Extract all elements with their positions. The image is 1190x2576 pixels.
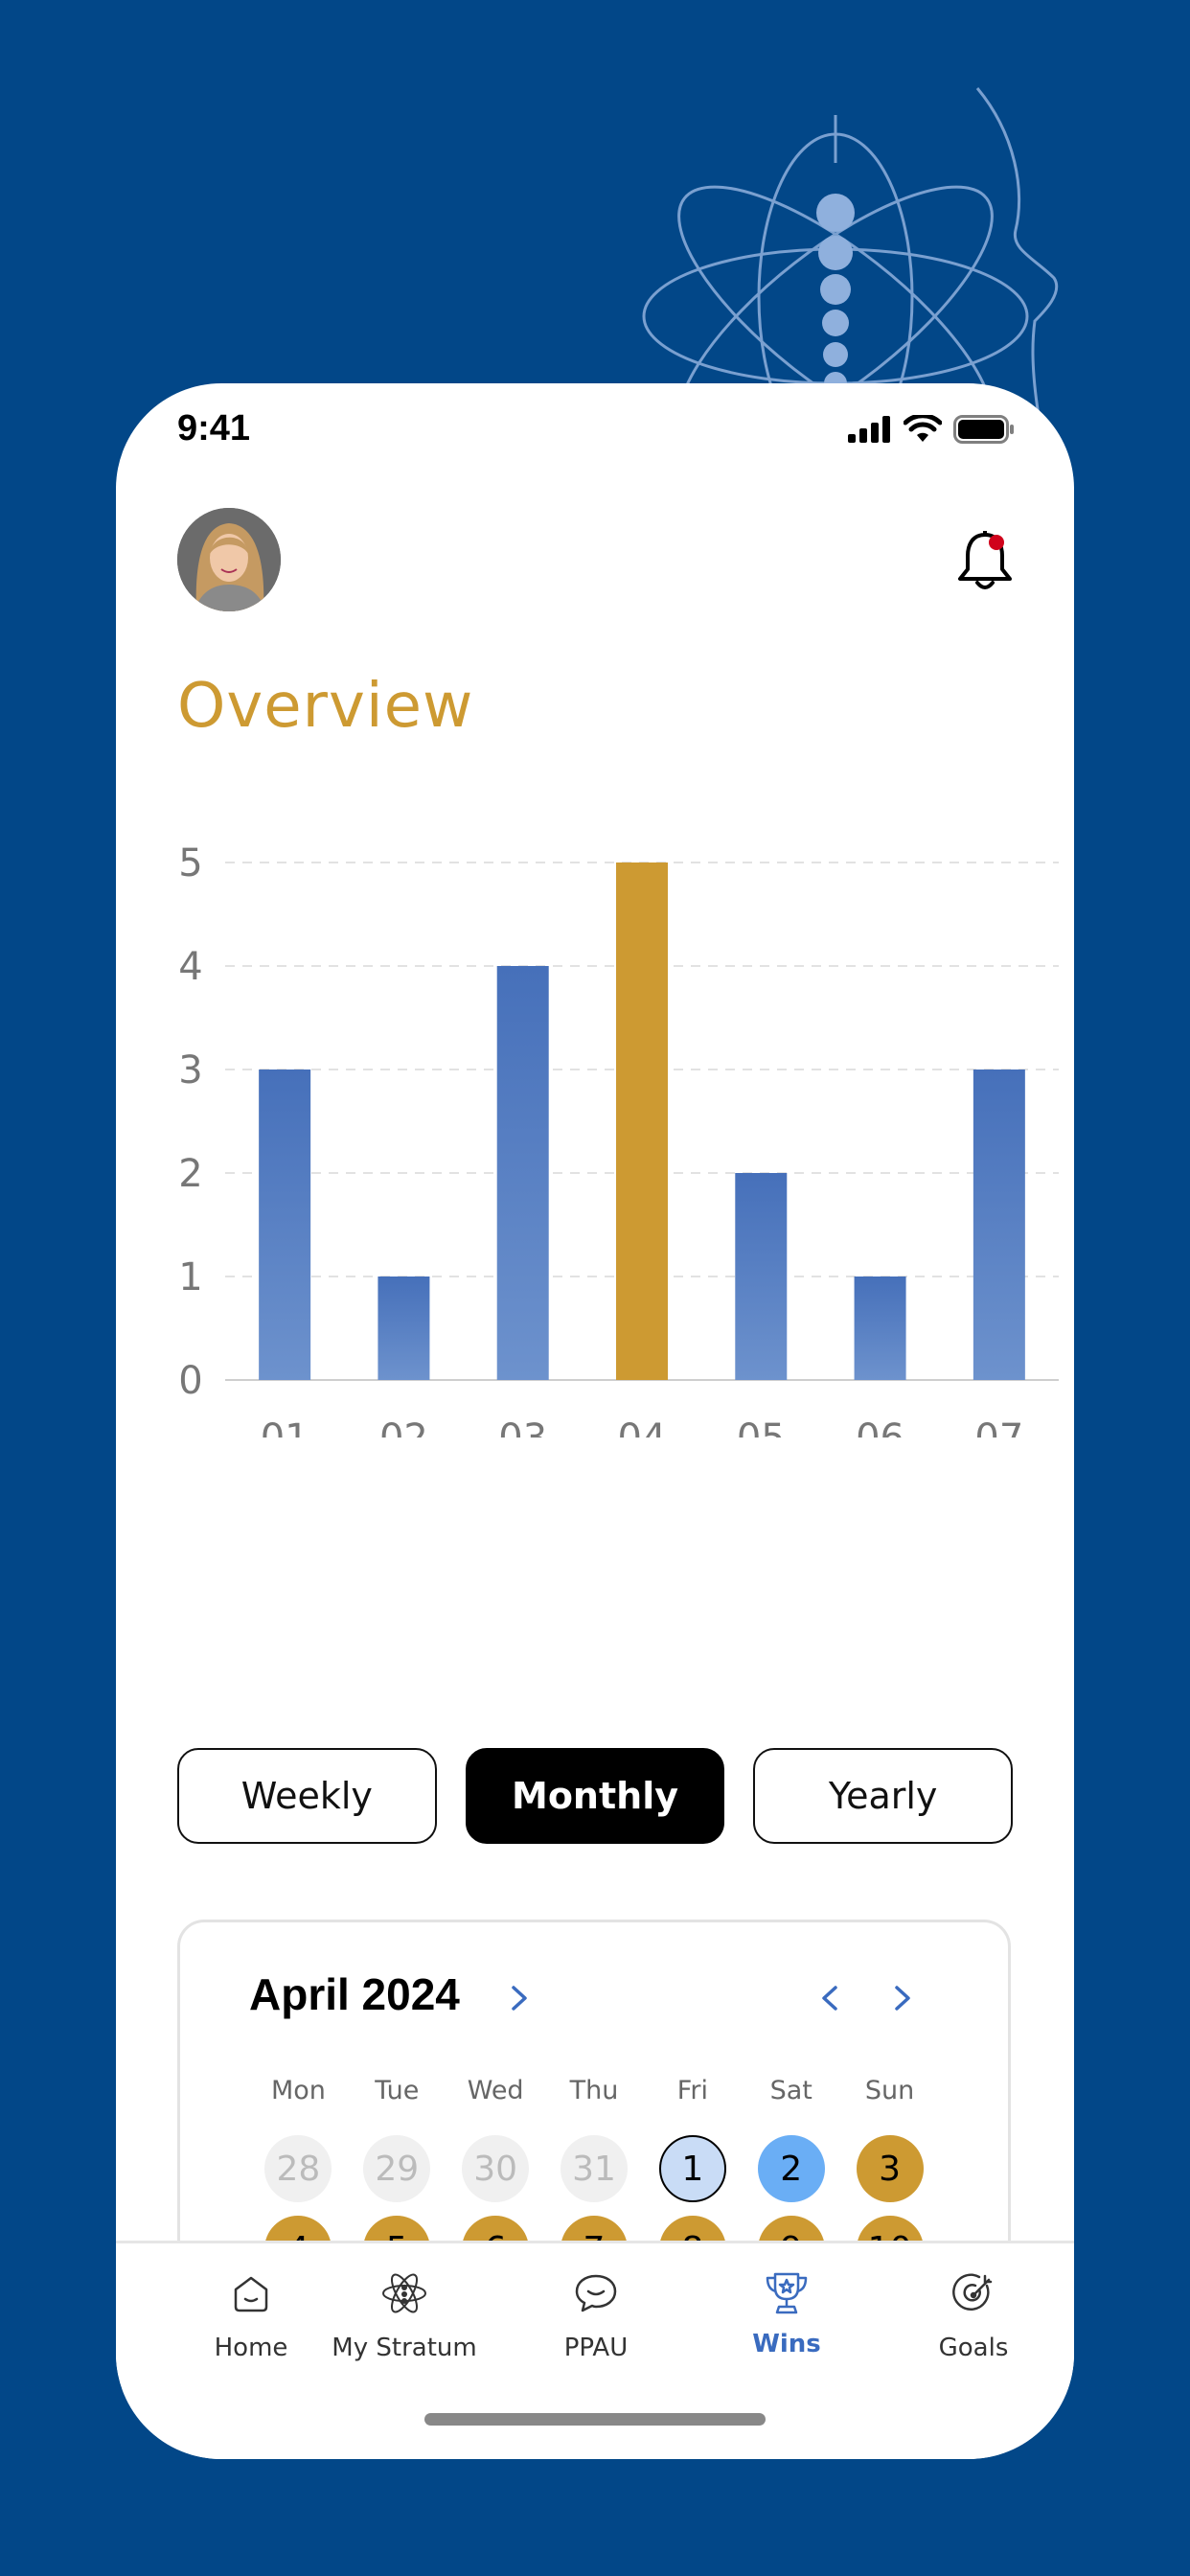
chat-icon [575, 2274, 617, 2312]
target-icon [952, 2273, 993, 2312]
y-tick-label: 1 [178, 1255, 202, 1300]
background-logo-icon [642, 87, 1058, 422]
avatar[interactable] [177, 508, 281, 611]
calendar-day[interactable]: 30 [446, 2135, 545, 2202]
calendar-day[interactable]: 28 [249, 2135, 348, 2202]
chart-bar-02[interactable] [378, 1276, 430, 1380]
chart-bar-05[interactable] [735, 1173, 788, 1380]
bottom-tab-bar: Home My Stratum PPAU [116, 2241, 1074, 2459]
x-tick-label: 07 [974, 1416, 1023, 1438]
atom-icon [382, 2273, 426, 2313]
trophy-icon [766, 2272, 808, 2314]
status-bar: 9:41 [116, 383, 1074, 479]
calendar-day[interactable]: 29 [348, 2135, 446, 2202]
weekday-label: Wed [467, 2076, 524, 2105]
page-title: Overview [177, 671, 474, 742]
y-tick-label: 2 [178, 1152, 202, 1196]
tab-label: PPAU [563, 2334, 629, 2362]
battery-icon [953, 415, 1014, 444]
next-month-chevron-icon[interactable] [887, 1984, 916, 2012]
home-indicator [424, 2413, 766, 2426]
tab-ppau[interactable]: PPAU [515, 2268, 677, 2362]
y-tick-label: 5 [178, 841, 202, 886]
tab-label: Home [214, 2334, 288, 2362]
calendar-day-selected[interactable]: 2 [742, 2135, 840, 2202]
x-tick-label: 06 [856, 1416, 904, 1438]
tab-yearly[interactable]: Yearly [753, 1748, 1014, 1844]
tab-home[interactable]: Home [170, 2268, 332, 2362]
tab-weekly[interactable]: Weekly [177, 1748, 437, 1844]
phone-screen: 9:41 [116, 383, 1074, 2459]
calendar-week-row: 28 29 30 31 1 2 3 [249, 2135, 939, 2202]
y-tick-label: 4 [178, 945, 202, 989]
x-tick-label: 01 [261, 1416, 309, 1438]
weekday-label: Sun [864, 2076, 915, 2105]
status-time: 9:41 [177, 408, 251, 448]
month-picker-chevron-icon[interactable] [504, 1984, 533, 2012]
tab-wins[interactable]: Wins [705, 2268, 868, 2358]
status-icons [848, 415, 1015, 444]
chart-bar-03[interactable] [496, 966, 549, 1380]
weekday-label: Tue [375, 2076, 420, 2105]
y-tick-label: 3 [178, 1048, 202, 1092]
notification-button[interactable] [954, 527, 1021, 596]
calendar-weekdays: Mon Tue Wed Thu Fri Sat Sun [249, 2076, 939, 2105]
chart-bar-01[interactable] [259, 1070, 311, 1380]
previous-month-chevron-icon[interactable] [816, 1984, 845, 2012]
calendar-month-title: April 2024 [249, 1969, 460, 2019]
period-tabs: Weekly Monthly Yearly [177, 1748, 1014, 1844]
notification-dot [989, 535, 1004, 550]
tab-goals[interactable]: Goals [892, 2268, 1055, 2362]
chart-bar-07[interactable] [973, 1070, 1025, 1380]
calendar-day-today[interactable]: 1 [643, 2135, 742, 2202]
tab-label: My Stratum [332, 2334, 477, 2362]
calendar-day[interactable]: 31 [545, 2135, 644, 2202]
wifi-icon [904, 415, 942, 442]
tab-label: Goals [938, 2334, 1009, 2362]
weekday-label: Thu [569, 2076, 619, 2105]
tab-label: Wins [752, 2330, 821, 2358]
chart-bar-04[interactable] [616, 862, 668, 1380]
x-tick-label: 04 [618, 1416, 667, 1438]
calendar-day-win[interactable]: 3 [840, 2135, 939, 2202]
weekday-label: Fri [676, 2076, 708, 2105]
home-icon [234, 2276, 268, 2312]
x-tick-label: 05 [737, 1416, 786, 1438]
signal-icon [848, 416, 890, 443]
tab-monthly[interactable]: Monthly [465, 1748, 725, 1844]
user-avatar-icon [177, 508, 281, 611]
chart-bar-06[interactable] [854, 1276, 906, 1380]
y-tick-label: 0 [178, 1359, 202, 1403]
tab-my-stratum[interactable]: My Stratum [323, 2268, 486, 2362]
bell-icon [958, 531, 1012, 589]
x-tick-label: 02 [379, 1416, 428, 1438]
weekday-label: Sat [769, 2076, 812, 2105]
x-tick-label: 03 [498, 1416, 547, 1438]
weekday-label: Mon [270, 2076, 326, 2105]
